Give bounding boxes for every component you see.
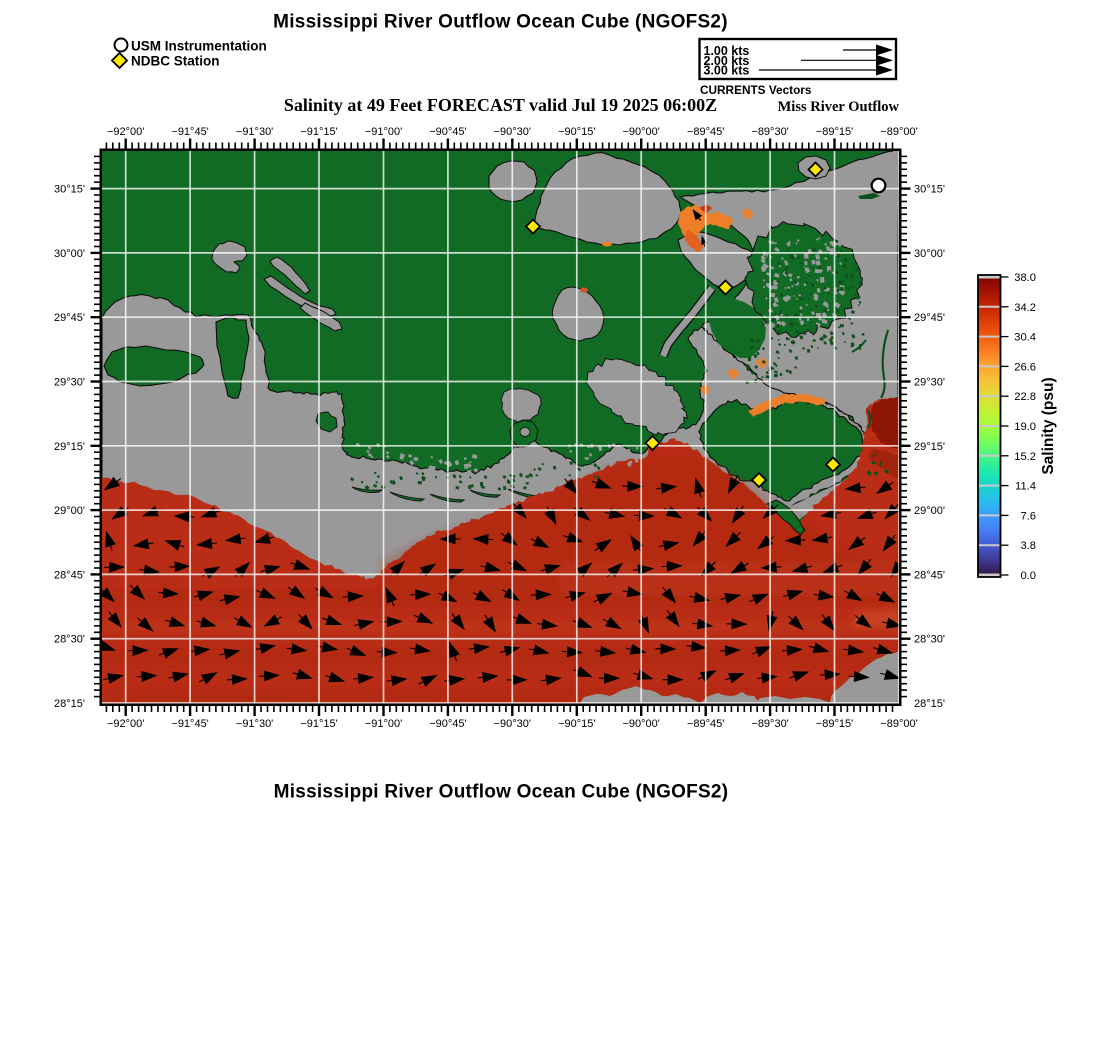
svg-text:Salinity at 49 Feet FORECAST v: Salinity at 49 Feet FORECAST valid Jul 1… [284,95,717,115]
svg-text:−89°15': −89°15' [816,718,853,730]
svg-text:15.2: 15.2 [1014,451,1036,463]
svg-text:−90°30': −90°30' [494,126,531,138]
svg-text:29°30': 29°30' [54,377,85,389]
svg-text:11.4: 11.4 [1015,481,1036,493]
svg-text:−89°30': −89°30' [751,718,788,730]
svg-text:28°45': 28°45' [54,569,85,581]
svg-text:−91°15': −91°15' [300,718,337,730]
svg-text:3.00 kts: 3.00 kts [704,64,750,78]
svg-text:Mississippi River Outflow Ocea: Mississippi River Outflow Ocean Cube (NG… [273,12,728,33]
svg-text:−90°45': −90°45' [429,126,466,138]
svg-text:−91°45': −91°45' [171,718,208,730]
svg-text:30°15': 30°15' [914,184,945,196]
svg-text:−89°45': −89°45' [687,718,724,730]
svg-text:0.0: 0.0 [1020,570,1036,582]
svg-text:29°45': 29°45' [914,312,945,324]
svg-text:Salinity (psu): Salinity (psu) [1040,377,1057,474]
svg-text:Miss River Outflow: Miss River Outflow [778,99,900,115]
svg-text:28°30': 28°30' [54,634,85,646]
svg-text:29°00': 29°00' [914,505,945,517]
svg-text:28°15': 28°15' [914,698,945,710]
svg-text:−89°00': −89°00' [880,126,917,138]
svg-text:28°30': 28°30' [914,634,945,646]
svg-text:26.6: 26.6 [1014,361,1036,373]
svg-text:USM Instrumentation: USM Instrumentation [131,39,267,54]
svg-text:38.0: 38.0 [1014,272,1036,284]
svg-text:30.4: 30.4 [1014,332,1036,344]
svg-text:−91°15': −91°15' [300,126,337,138]
svg-text:−89°45': −89°45' [687,126,724,138]
svg-text:34.2: 34.2 [1014,302,1036,314]
svg-text:−91°30': −91°30' [236,126,273,138]
svg-text:22.8: 22.8 [1014,391,1036,403]
svg-text:29°45': 29°45' [54,312,85,324]
svg-text:29°00': 29°00' [54,505,85,517]
svg-text:−90°15': −90°15' [558,126,595,138]
svg-text:29°15': 29°15' [914,441,945,453]
svg-text:19.0: 19.0 [1014,421,1036,433]
svg-text:−89°15': −89°15' [816,126,853,138]
svg-text:29°15': 29°15' [54,441,85,453]
svg-text:29°30': 29°30' [914,377,945,389]
svg-text:−89°00': −89°00' [880,718,917,730]
svg-text:−91°45': −91°45' [171,126,208,138]
svg-text:NDBC Station: NDBC Station [131,54,220,69]
svg-text:−90°15': −90°15' [558,718,595,730]
svg-text:−89°30': −89°30' [751,126,788,138]
svg-text:−91°00': −91°00' [365,718,402,730]
svg-text:−92°00': −92°00' [107,126,144,138]
svg-text:28°15': 28°15' [54,698,85,710]
svg-text:−90°30': −90°30' [494,718,531,730]
svg-text:30°00': 30°00' [54,248,85,260]
svg-text:30°15': 30°15' [54,184,85,196]
svg-text:−90°00': −90°00' [622,126,659,138]
svg-text:3.8: 3.8 [1020,540,1036,552]
svg-text:−90°45': −90°45' [429,718,466,730]
svg-text:CURRENTS Vectors: CURRENTS Vectors [700,83,812,97]
svg-text:Mississippi River Outflow Ocea: Mississippi River Outflow Ocean Cube (NG… [274,782,729,803]
svg-text:−91°30': −91°30' [236,718,273,730]
svg-text:28°45': 28°45' [914,569,945,581]
svg-text:−90°00': −90°00' [622,718,659,730]
svg-text:−91°00': −91°00' [365,126,402,138]
svg-text:30°00': 30°00' [914,248,945,260]
svg-text:−92°00': −92°00' [107,718,144,730]
svg-text:7.6: 7.6 [1020,510,1036,522]
